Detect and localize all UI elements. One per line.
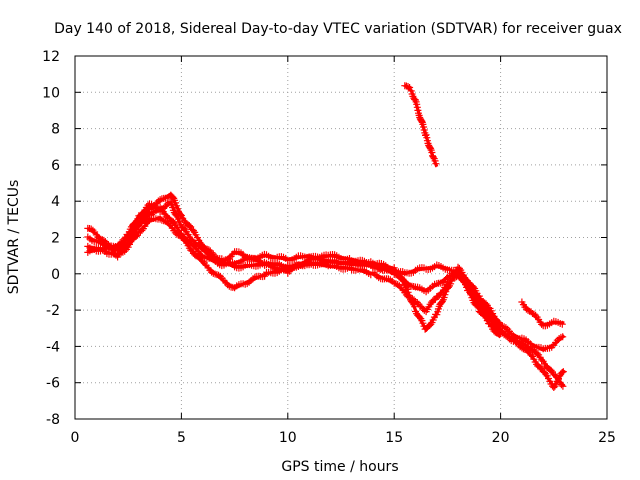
y-tick-label: 0 (51, 267, 60, 283)
series-track-d (84, 198, 503, 339)
x-tick-label: 25 (598, 430, 616, 446)
series-track-c (84, 191, 567, 391)
y-tick-label: 10 (42, 85, 60, 101)
y-tick-label: 12 (42, 49, 60, 65)
x-axis-title: GPS time / hours (281, 459, 398, 475)
y-tick-label: 6 (51, 158, 60, 174)
x-tick-label: 5 (177, 430, 186, 446)
series-markers (84, 191, 567, 391)
y-axis-title: SDTVAR / TECUs (6, 180, 22, 295)
series-markers (518, 298, 566, 330)
x-tick-label: 20 (492, 430, 510, 446)
series-segment-e (401, 82, 440, 168)
y-tick-label: 8 (51, 122, 60, 138)
y-tick-label: -4 (46, 339, 60, 355)
x-tick-label: 0 (71, 430, 80, 446)
series-trace (87, 192, 566, 388)
ticks: 0 5 10 15 20 25 -8 -6 -4 -2 0 2 4 6 8 10 12 (42, 49, 616, 446)
series-segment-f (518, 298, 566, 330)
y-tick-label: -2 (46, 303, 60, 319)
x-tick-label: 10 (279, 430, 297, 446)
y-tick-label: -6 (46, 376, 60, 392)
y-tick-label: 4 (51, 194, 60, 210)
grid (75, 56, 607, 419)
series-markers (401, 82, 440, 168)
series-markers (84, 198, 503, 338)
data-layer (84, 82, 567, 391)
y-tick-label: -8 (46, 412, 60, 428)
chart-title: Day 140 of 2018, Sidereal Day-to-day VTE… (54, 21, 622, 37)
y-tick-label: 2 (51, 231, 60, 247)
series-markers (84, 215, 567, 390)
x-tick-label: 15 (385, 430, 403, 446)
series-trace (87, 215, 566, 388)
series-track-b (84, 215, 567, 390)
